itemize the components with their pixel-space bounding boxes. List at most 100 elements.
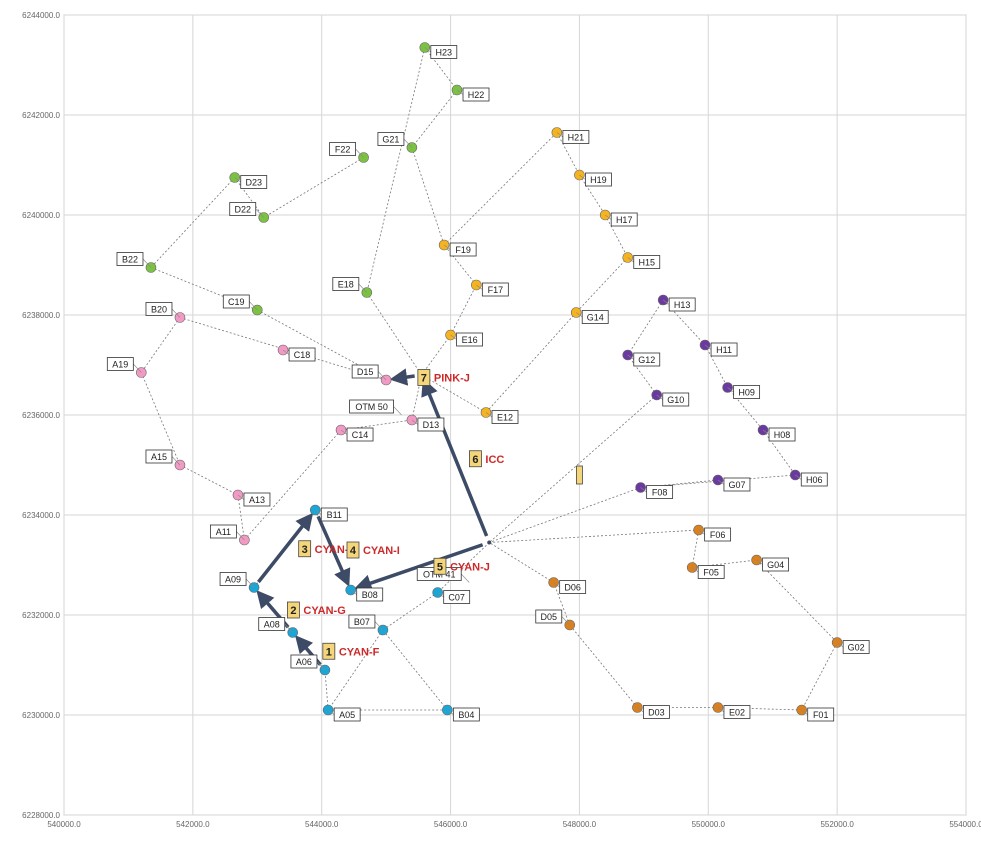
point-label-box [643,705,670,719]
otm-marker [487,540,492,545]
point-label: H15 [638,258,655,268]
point-label-leader [836,642,844,648]
point-label-box [456,332,483,347]
route-line [489,542,554,583]
step-number-box [433,557,447,575]
point-label-leader [255,208,264,218]
y-tick-label: 6240000.0 [22,211,60,220]
route-line [327,629,384,711]
point-label-box [697,565,725,579]
point-label-leader [237,494,245,500]
point-label-box [723,705,751,719]
point-label-box [320,507,348,522]
point-label-box [209,524,237,539]
point-label-leader [355,148,364,158]
point-label-leader [316,661,326,671]
point-label: D15 [357,367,374,377]
step-number: 5 [437,561,443,573]
point-label: C07 [448,593,465,603]
route-line [443,132,558,246]
point-label-box [452,707,480,722]
point-label-leader [443,244,451,250]
point-label-box [145,449,173,464]
step-number-box [322,642,336,660]
point-label: F01 [813,710,829,720]
x-tick-label: 550000.0 [692,820,726,829]
route-line [411,147,445,246]
point-label-leader [698,529,705,535]
point-label-leader [142,258,152,268]
point-label: G02 [848,643,865,653]
point-label-box [351,364,379,379]
point-label: G12 [638,355,655,365]
x-tick-label: 544000.0 [305,820,339,829]
route-line [704,344,728,388]
point-label-box [610,212,638,227]
otm-label-box [349,399,394,414]
point-label-box [723,477,751,492]
route-line [489,487,641,543]
route-line [237,494,245,541]
x-tick-label: 546000.0 [434,820,468,829]
point-label-box [662,392,690,407]
point-label-leader [282,349,290,355]
point-label-layer: H23 H22 G21 F22 D23 D22 B22 E18 C19 B20 C18 A19 D15 C… [106,45,870,722]
point-label-box [290,654,318,669]
point-label-box [762,557,790,572]
point-label: E02 [729,708,745,718]
point-label-leader [476,284,483,290]
step-number-box [298,540,312,558]
point-label-leader [656,394,663,400]
point-label-box [356,587,384,602]
otm-label: OTM 50 [355,402,388,412]
point-label-leader [717,707,725,713]
route-line [756,559,838,643]
step-label-layer: 1 CYAN-F 2 CYAN-G 3 CYAN-H4 CYAN-I 5 CYAN-J 6 ICC 7… [286,369,583,660]
point-label-box [219,572,247,586]
otm-label-leader [461,573,470,583]
point-label-leader [627,257,634,263]
route-line [257,309,387,381]
point-label-leader [561,616,570,626]
step-arrow [354,543,484,592]
point-label-box [633,352,661,367]
point-label: H22 [468,90,485,100]
step-arrow [316,515,351,587]
point-label-box [333,707,361,722]
step-number: 4 [350,545,357,557]
point-label-leader [447,709,454,715]
point-label: B22 [122,255,138,265]
point-label-leader [704,344,712,350]
point-label: D22 [234,205,251,215]
tick-label-layer: 540000.0 542000.0 544000.0 546000.0 548000.0… [22,11,981,829]
y-tick-label: 6238000.0 [22,311,60,320]
point-label-box [481,282,509,297]
route-line [382,629,448,711]
point-label-leader [801,709,808,715]
point-label: H11 [716,345,732,355]
step-number-box [417,369,431,386]
point-label-box [348,614,376,629]
y-tick-label: 6244000.0 [22,11,60,20]
y-tick-label: 6232000.0 [22,611,60,620]
point-label: A19 [112,360,128,370]
point-label-leader [579,174,586,180]
point-label: H17 [616,215,633,225]
step-number-box [469,450,482,468]
point-label-leader [727,387,734,393]
point-label-leader [485,412,493,418]
point-label: E16 [462,335,478,345]
point-label-leader [795,474,802,480]
point-label-leader [450,334,457,340]
point-label-box [733,385,761,399]
point-label: B07 [354,617,370,627]
point-label-leader [663,299,670,305]
step-name: PINK-J [434,373,470,385]
step-number: 3 [302,544,308,556]
point-label-box [430,45,458,59]
route-line [244,429,342,541]
point-label-leader [456,89,464,95]
route-line [366,47,426,293]
y-tick-label: 6242000.0 [22,111,60,120]
point-label-box [710,342,738,357]
